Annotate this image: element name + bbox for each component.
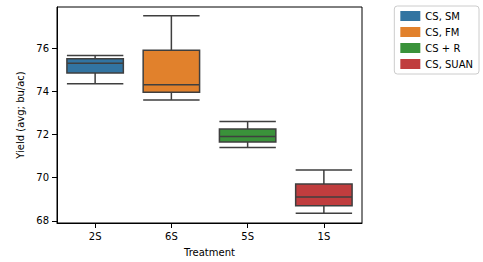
svg-text:CS + R: CS + R [425, 43, 460, 54]
svg-text:6S: 6S [165, 231, 178, 242]
svg-text:76: 76 [36, 43, 49, 54]
svg-text:CS, FM: CS, FM [425, 27, 459, 38]
svg-text:68: 68 [36, 215, 49, 226]
svg-text:CS, SUAN: CS, SUAN [425, 59, 473, 70]
svg-text:1S: 1S [318, 231, 331, 242]
svg-text:Yield (avg; bu/ac): Yield (avg; bu/ac) [15, 71, 26, 160]
svg-text:Treatment: Treatment [183, 247, 235, 258]
svg-text:74: 74 [36, 86, 49, 97]
svg-text:2S: 2S [89, 231, 102, 242]
svg-text:70: 70 [36, 172, 49, 183]
svg-text:72: 72 [36, 129, 49, 140]
svg-text:5S: 5S [241, 231, 254, 242]
svg-text:CS, SM: CS, SM [425, 11, 460, 22]
